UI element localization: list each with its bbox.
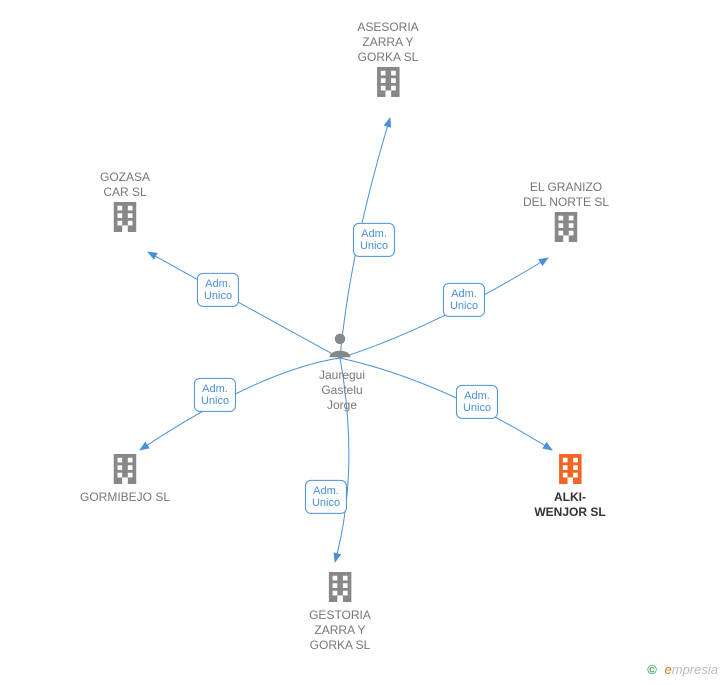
edge-gozasa [148,252,340,358]
company-label: EL GRANIZO DEL NORTE SL [523,180,609,210]
building-icon [110,200,140,234]
edge-alki [340,358,552,450]
building-icon [551,210,581,244]
center-person-label: Jauregui Gastelu Jorge [319,368,365,413]
company-node-gozasa: GOZASA CAR SL [100,170,150,238]
copyright-symbol: © [647,662,657,677]
edge-label-alki: Adm. Unico [456,385,498,419]
person-icon [326,330,354,360]
building-icon [325,570,355,604]
edge-label-granizo: Adm. Unico [443,283,485,317]
company-node-alki: ALKI- WENJOR SL [534,452,605,520]
company-label: GESTORIA ZARRA Y GORKA SL [309,608,371,653]
building-icon [373,65,403,99]
company-label: ALKI- WENJOR SL [534,490,605,520]
company-label: GORMIBEJO SL [80,490,170,505]
company-node-gormibejo: GORMIBEJO SL [80,452,170,505]
company-label: GOZASA CAR SL [100,170,150,200]
center-person-node [326,330,354,362]
watermark: © empresia [647,662,718,677]
building-icon [555,452,585,486]
edge-gormibejo [140,358,340,450]
edge-label-gestoria: Adm. Unico [305,480,347,514]
brand-name: empresia [665,662,718,677]
edge-label-gormibejo: Adm. Unico [194,378,236,412]
company-node-granizo: EL GRANIZO DEL NORTE SL [523,180,609,248]
edge-label-asesoria: Adm. Unico [353,223,395,257]
company-node-asesoria: ASESORIA ZARRA Y GORKA SL [357,20,418,103]
building-icon [110,452,140,486]
company-label: ASESORIA ZARRA Y GORKA SL [357,20,418,65]
edge-label-gozasa: Adm. Unico [197,273,239,307]
company-node-gestoria: GESTORIA ZARRA Y GORKA SL [309,570,371,653]
